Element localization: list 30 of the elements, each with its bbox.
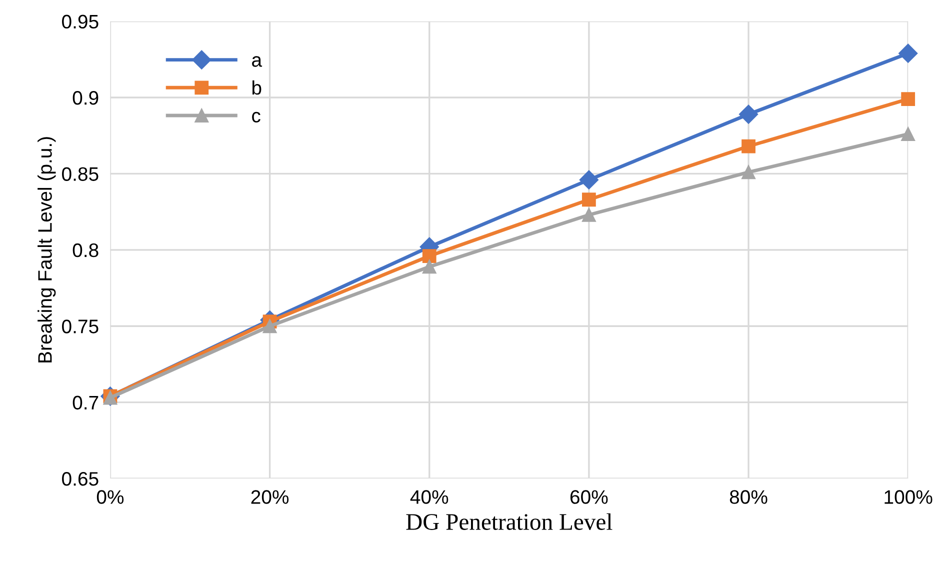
x-tick-label: 20% bbox=[251, 490, 289, 504]
legend-label: b bbox=[252, 80, 262, 95]
x-tick-label: 0% bbox=[96, 490, 124, 504]
point bbox=[738, 104, 758, 124]
y-tick-label: 0.7 bbox=[72, 396, 98, 410]
point bbox=[742, 165, 756, 180]
x-axis-title: DG Penetration Level bbox=[406, 513, 612, 530]
x-tick-label: 100% bbox=[884, 490, 932, 504]
legend-label: a bbox=[252, 56, 262, 67]
point bbox=[422, 260, 436, 274]
legend-label: c bbox=[252, 112, 260, 123]
point bbox=[582, 192, 596, 207]
y-tick-label: 0.8 bbox=[72, 243, 98, 258]
y-tick-label: 0.85 bbox=[62, 167, 98, 181]
x-tick-label: 40% bbox=[410, 490, 448, 504]
x-tick-label: 60% bbox=[570, 490, 608, 504]
y-tick-label: 0.75 bbox=[62, 320, 98, 334]
point bbox=[742, 139, 756, 154]
x-tick-label: 80% bbox=[730, 490, 768, 504]
point bbox=[262, 319, 277, 334]
point bbox=[422, 249, 436, 263]
point bbox=[901, 92, 916, 106]
point bbox=[898, 44, 918, 63]
point bbox=[579, 170, 598, 190]
point bbox=[582, 208, 596, 222]
y-axis-title: Breaking Fault Level (p.u.) bbox=[38, 137, 56, 362]
y-tick-label: 0.9 bbox=[72, 90, 98, 105]
point bbox=[901, 127, 916, 142]
y-tick-label: 0.65 bbox=[62, 472, 98, 486]
y-tick-label: 0.95 bbox=[62, 14, 98, 29]
